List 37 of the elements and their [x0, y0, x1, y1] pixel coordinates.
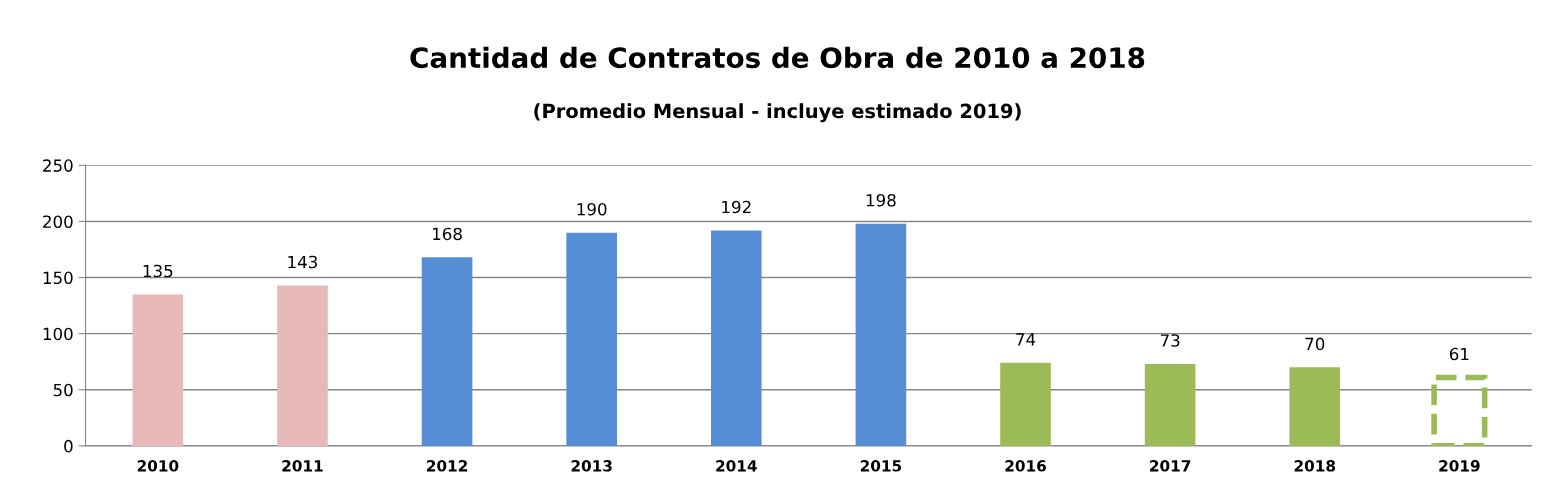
bar	[1000, 362, 1051, 446]
data-label: 198	[866, 193, 896, 207]
y-tick-label: 100	[43, 327, 73, 341]
bar	[1144, 363, 1196, 446]
y-tick-label: 150	[43, 271, 73, 285]
bar	[132, 294, 184, 446]
y-tick-label: 200	[43, 215, 73, 229]
bar	[566, 232, 617, 446]
x-tick-label: 2013	[571, 460, 612, 472]
bar	[855, 223, 907, 446]
x-tick-label: 2015	[860, 460, 902, 472]
data-label: 74	[1016, 333, 1036, 346]
chart-subtitle: (Promedio Mensual - incluye estimado 2019)	[534, 103, 1021, 123]
x-tick-label: 2017	[1150, 460, 1191, 472]
x-tick-label: 2018	[1294, 460, 1336, 472]
x-tick-label: 2011	[282, 460, 323, 472]
y-tick-label: 250	[43, 159, 73, 172]
data-label: 192	[722, 200, 751, 214]
chart-title: Cantidad de Contratos de Obra de 2010 a 2018	[410, 46, 1145, 69]
bar	[710, 230, 762, 446]
x-tick-label: 2016	[1005, 460, 1046, 472]
bar	[1289, 367, 1341, 446]
data-label: 61	[1449, 347, 1469, 361]
x-tick-label: 2010	[137, 460, 179, 472]
bar	[421, 257, 473, 446]
data-label: 190	[577, 202, 607, 216]
data-label: 70	[1305, 337, 1325, 351]
bar	[277, 285, 328, 446]
x-tick-label: 2012	[427, 460, 467, 472]
data-label: 143	[288, 255, 318, 269]
x-tick-label: 2019	[1439, 460, 1480, 472]
y-tick-label: 50	[53, 383, 73, 397]
data-label: 168	[432, 227, 462, 241]
x-tick-label: 2014	[716, 460, 757, 472]
data-label: 135	[143, 264, 173, 278]
y-tick-label: 0	[64, 439, 73, 453]
data-label: 73	[1160, 334, 1180, 347]
